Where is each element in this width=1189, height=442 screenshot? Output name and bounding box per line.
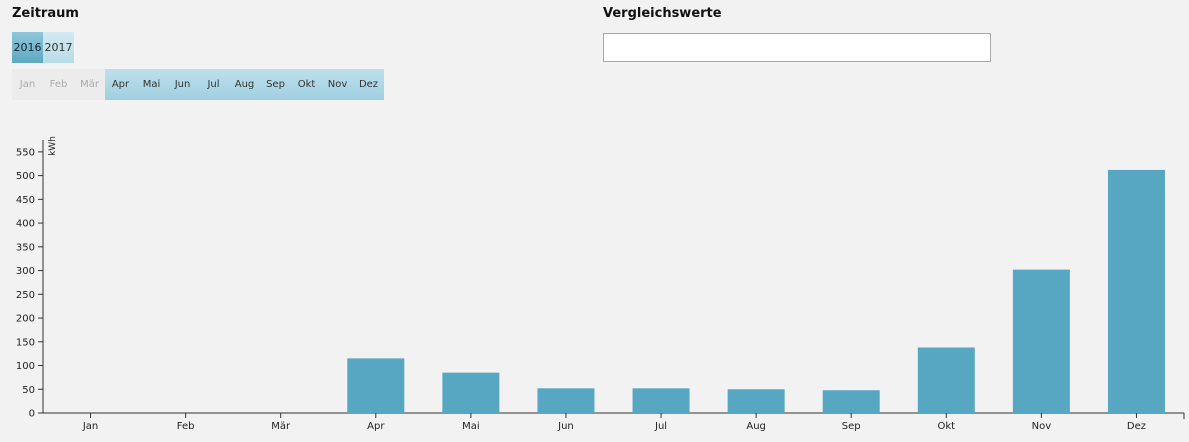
y-tick-label: 250 xyxy=(16,290,35,301)
x-tick-label-mär: Mär xyxy=(271,421,291,432)
bar-dez[interactable] xyxy=(1107,169,1165,413)
month-button-mai[interactable]: Mai xyxy=(136,69,167,100)
bar-okt[interactable] xyxy=(917,347,975,413)
month-button-okt[interactable]: Okt xyxy=(291,69,322,100)
y-tick-label: 150 xyxy=(16,337,35,348)
month-button-jan: Jan xyxy=(12,69,43,100)
vergleichswerte-input[interactable] xyxy=(603,33,991,62)
bar-jul[interactable] xyxy=(632,388,690,413)
bar-apr[interactable] xyxy=(347,358,405,413)
x-tick-label-jan: Jan xyxy=(82,421,98,432)
y-tick-label: 200 xyxy=(16,314,35,325)
y-tick-label: 50 xyxy=(22,385,35,396)
month-button-feb: Feb xyxy=(43,69,74,100)
month-button-aug[interactable]: Aug xyxy=(229,69,260,100)
month-button-apr[interactable]: Apr xyxy=(105,69,136,100)
month-button-jun[interactable]: Jun xyxy=(167,69,198,100)
month-button-jul[interactable]: Jul xyxy=(198,69,229,100)
x-axis: Jan Feb Mär Apr Mai Jun Jul Aug Sep Okt Nov Dez xyxy=(43,412,1185,432)
x-tick-label-aug: Aug xyxy=(746,421,766,432)
zeitraum-title: Zeitraum xyxy=(12,6,79,21)
y-axis-label: kWh xyxy=(48,136,58,156)
y-tick-label: 300 xyxy=(16,266,35,277)
x-tick-label-sep: Sep xyxy=(842,421,861,432)
month-button-maerz: Mär xyxy=(74,69,105,100)
bar-aug[interactable] xyxy=(727,389,785,413)
year-selector: 2016 2017 xyxy=(12,32,74,63)
month-selector: Jan Feb Mär Apr Mai Jun Jul Aug Sep Okt … xyxy=(12,69,384,100)
bar-sep[interactable] xyxy=(822,390,880,413)
x-tick-label-apr: Apr xyxy=(367,421,385,432)
y-tick-label: 450 xyxy=(16,195,35,206)
month-button-sep[interactable]: Sep xyxy=(260,69,291,100)
month-button-nov[interactable]: Nov xyxy=(322,69,353,100)
y-tick-label: 100 xyxy=(16,361,35,372)
x-tick-label-feb: Feb xyxy=(177,421,195,432)
bar-jun[interactable] xyxy=(537,388,595,413)
bars xyxy=(347,169,1165,413)
x-tick-label-jun: Jun xyxy=(557,421,574,432)
y-tick-label: 400 xyxy=(16,219,35,230)
year-button-2016[interactable]: 2016 xyxy=(12,32,43,63)
x-tick-label-jul: Jul xyxy=(654,421,667,432)
bar-mai[interactable] xyxy=(442,372,500,413)
month-button-dez[interactable]: Dez xyxy=(353,69,384,100)
bar-chart: 0 50 100 150 200 250 300 350 400 450 500 550 Jan Feb… xyxy=(16,136,1185,432)
y-tick-label: 500 xyxy=(16,171,35,182)
x-tick-label-okt: Okt xyxy=(937,421,955,432)
y-tick-label: 0 xyxy=(29,409,35,420)
x-tick-label-mai: Mai xyxy=(462,421,480,432)
x-tick-label-nov: Nov xyxy=(1032,421,1052,432)
y-tick-label: 350 xyxy=(16,242,35,253)
y-tick-label: 550 xyxy=(16,147,35,158)
x-tick-label-dez: Dez xyxy=(1127,421,1146,432)
y-axis: 0 50 100 150 200 250 300 350 400 450 500 550 xyxy=(16,140,44,420)
bar-nov[interactable] xyxy=(1012,269,1070,413)
vergleichswerte-title: Vergleichswerte xyxy=(603,6,722,21)
year-button-2017[interactable]: 2017 xyxy=(43,32,74,63)
